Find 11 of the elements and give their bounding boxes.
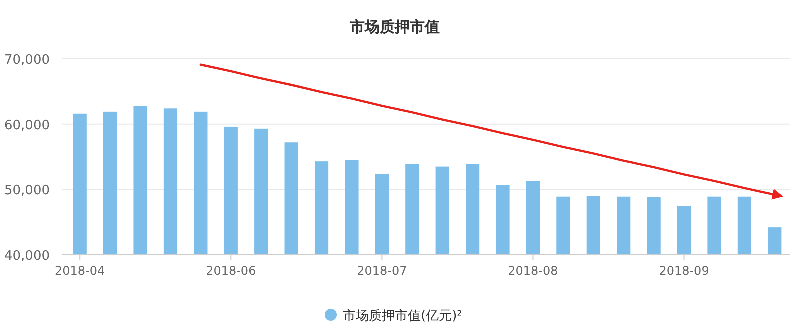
y-tick-label: 70,000 xyxy=(4,53,50,68)
legend-label: 市场质押市值(亿元)² xyxy=(343,309,462,324)
chart-title: 市场质押市值 xyxy=(349,18,440,36)
y-tick-label: 50,000 xyxy=(4,184,50,199)
x-tick-label: 2018-07 xyxy=(357,264,408,278)
x-tick-label: 2018-06 xyxy=(206,264,256,278)
y-tick-label: 60,000 xyxy=(4,118,50,134)
y-tick-label: 40,000 xyxy=(4,249,50,264)
x-tick-label: 2018-08 xyxy=(508,264,558,278)
x-tick-label: 2018-09 xyxy=(659,264,710,278)
x-tick-label: 2018-04 xyxy=(55,264,106,278)
